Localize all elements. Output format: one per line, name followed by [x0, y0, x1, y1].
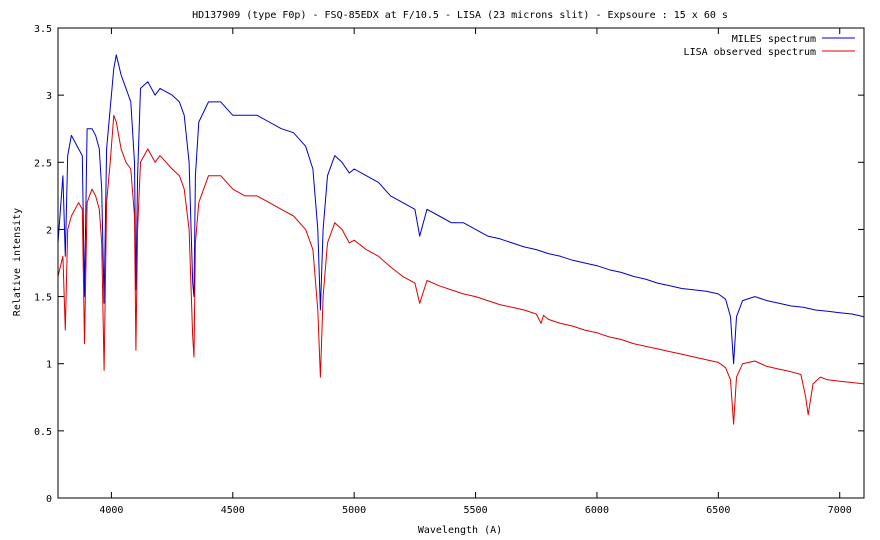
series-line-miles: [57, 54, 865, 365]
x-axis-label: Wavelength (A): [418, 525, 502, 536]
x-tick-label: 6500: [706, 505, 730, 516]
axis-ticks: 4000 4500 5000 5500 6000 6500 7000 0 0.5 1 1.5 2 2.5…: [34, 24, 864, 516]
x-tick-label: 4500: [221, 505, 245, 516]
y-axis-label: Relative intensity: [12, 208, 23, 316]
y-tick-label: 0.5: [34, 427, 52, 438]
y-tick-label: 2.5: [34, 158, 52, 169]
y-tick-label: 1: [46, 360, 52, 371]
series-line-lisa: [57, 114, 865, 425]
y-tick-label: 2: [46, 225, 52, 236]
x-tick-label: 5500: [464, 505, 488, 516]
chart-title: HD137909 (type F0p) - FSQ-85EDX at F/10.…: [192, 10, 728, 21]
x-tick-label: 4000: [99, 505, 123, 516]
x-tick-label: 6000: [585, 505, 609, 516]
legend: MILES spectrum LISA observed spectrum: [684, 34, 855, 58]
y-tick-label: 3.5: [34, 24, 52, 35]
x-tick-label: 7000: [828, 505, 852, 516]
series-layer: [57, 54, 865, 425]
y-tick-label: 1.5: [34, 293, 52, 304]
y-tick-label: 3: [46, 91, 52, 102]
y-tick-label: 0: [46, 494, 52, 505]
plot-frame: [57, 27, 865, 499]
legend-label: LISA observed spectrum: [684, 47, 816, 58]
legend-label: MILES spectrum: [732, 34, 816, 45]
x-tick-label: 5000: [342, 505, 366, 516]
